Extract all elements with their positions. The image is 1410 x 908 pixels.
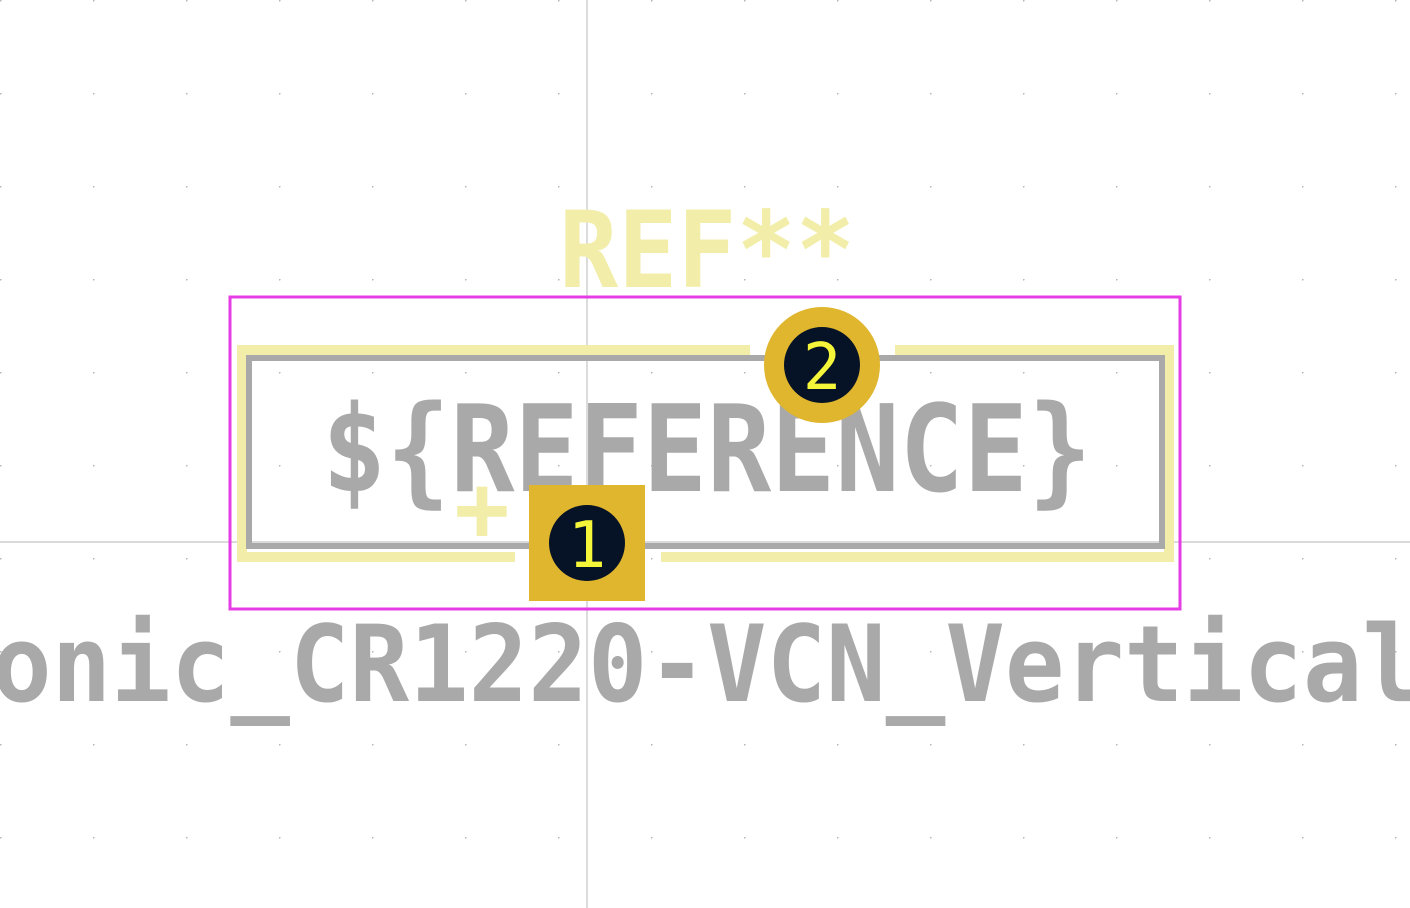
pad-1[interactable]: 1	[529, 485, 645, 601]
silkscreen-top-left	[237, 345, 750, 562]
pad-2-number: 2	[803, 331, 842, 405]
value-text[interactable]: onic_CR1220-VCN_Vertical	[0, 603, 1410, 726]
pad-2[interactable]: 2	[764, 307, 880, 423]
fab-reference-text[interactable]: ${REFERENCE}	[322, 381, 1092, 520]
pad-1-number: 1	[568, 509, 607, 583]
pad-2-hole	[784, 327, 860, 403]
silkscreen-outline[interactable]	[237, 345, 1174, 562]
polarity-plus-mark: +	[454, 455, 509, 562]
courtyard-outline[interactable]	[228, 295, 1182, 611]
pad-1-hole	[549, 505, 625, 581]
silkscreen-top-right	[661, 345, 1174, 562]
fab-outline[interactable]	[246, 355, 1165, 549]
reference-designator-text[interactable]: REF**	[559, 189, 855, 312]
